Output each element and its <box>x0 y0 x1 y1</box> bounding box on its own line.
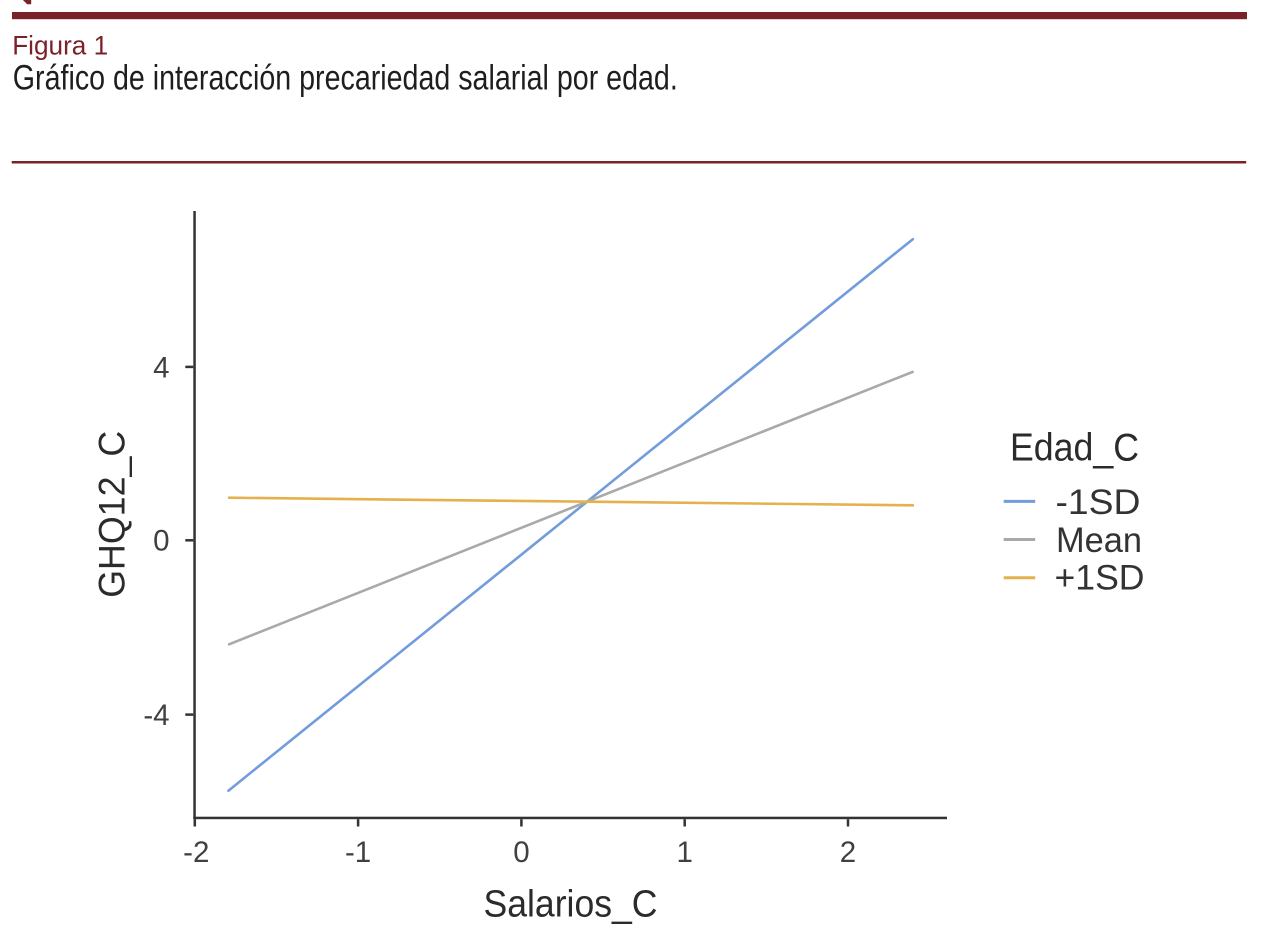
svg-text:-2: -2 <box>183 836 209 869</box>
svg-text:Mean: Mean <box>1056 521 1142 560</box>
svg-text:-4: -4 <box>143 699 169 732</box>
svg-text:Salarios_C: Salarios_C <box>484 884 658 926</box>
svg-text:+1SD: +1SD <box>1055 559 1145 598</box>
svg-text:-1SD: -1SD <box>1056 483 1141 522</box>
svg-text:Edad_C: Edad_C <box>1010 426 1139 469</box>
svg-text:Figura 1: Figura 1 <box>12 30 108 61</box>
svg-text:0: 0 <box>513 836 529 869</box>
svg-text:-1: -1 <box>345 836 371 869</box>
svg-text:0: 0 <box>153 525 169 558</box>
svg-text:GHQ12_C: GHQ12_C <box>91 431 133 598</box>
svg-text:1: 1 <box>676 836 692 869</box>
svg-text:4: 4 <box>153 351 169 384</box>
svg-text:Gráfico de interacción precari: Gráfico de interacción precariedad salar… <box>13 57 678 97</box>
svg-text:2: 2 <box>840 836 856 869</box>
